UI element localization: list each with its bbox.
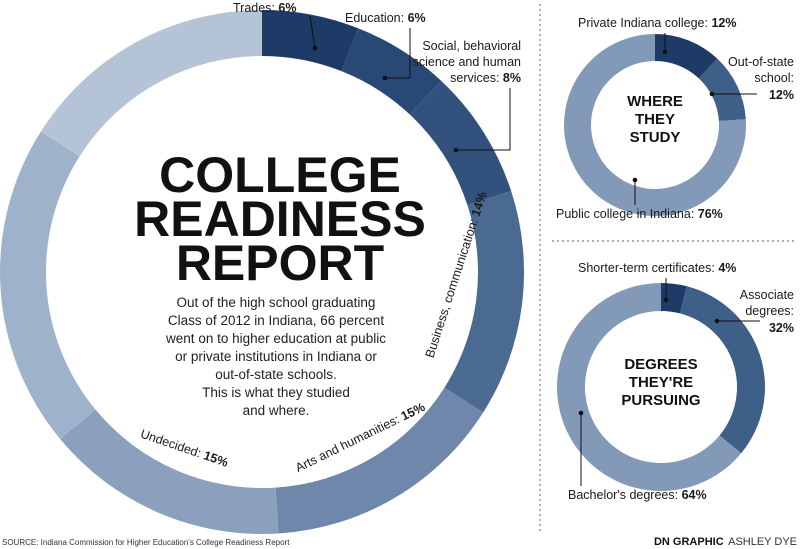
leader-education <box>385 28 411 79</box>
label-private-value: 12% <box>711 16 736 30</box>
leader-social <box>456 88 511 151</box>
intro-line-3: went on to higher education at public <box>165 331 386 346</box>
big-donut-slice-3 <box>409 81 512 206</box>
label-bachelor-name: Bachelor's degrees <box>568 488 675 502</box>
label-associate-value: 32% <box>769 321 794 335</box>
svg-text:Education: 6%: Education: 6% <box>345 11 426 25</box>
leader-dot-associate <box>714 318 720 324</box>
leader-dot-outofstate <box>709 91 715 97</box>
svg-text:services: 8%: services: 8% <box>450 71 521 85</box>
title-line-3: REPORT <box>176 235 384 291</box>
label-undecided-value: 15% <box>202 448 230 469</box>
title-line-2: READINESS <box>134 191 426 247</box>
intro-line-4: or private institutions in Indiana or <box>175 349 377 364</box>
svg-text:Private Indiana college: 12%: Private Indiana college: 12% <box>578 16 736 30</box>
label-out-of-state: Out-of-state school: 12% <box>709 55 794 102</box>
big-donut-slice-5 <box>275 387 484 534</box>
intro-line-5: out-of-state schools. <box>215 367 337 382</box>
label-bachelor-value: 64% <box>682 488 707 502</box>
credit: DN GRAPHIC ASHLEY DYE <box>654 532 797 549</box>
label-undecided-name: Undecided <box>139 427 200 460</box>
svg-text:school:: school: <box>754 71 794 85</box>
intro-line-2: Class of 2012 in Indiana, 66 percent <box>168 313 384 328</box>
label-outofstate-value: 12% <box>769 88 794 102</box>
intro-line-7: and where. <box>243 403 310 418</box>
svg-text:Shorter-term certificates: 4%: Shorter-term certificates: 4% <box>578 261 736 275</box>
big-donut-slice-8 <box>40 10 262 157</box>
intro-line-1: Out of the high school graduating <box>177 295 376 310</box>
label-associate: Associate degrees: 32% <box>714 288 794 335</box>
svg-text:Associate: Associate <box>740 288 794 302</box>
leader-dot-education <box>382 75 388 81</box>
study-title-line-2: THEY <box>635 111 675 128</box>
big-donut-slice-2 <box>341 28 442 115</box>
study-donut-slice-2 <box>698 58 746 121</box>
leader-trades <box>309 15 316 49</box>
intro-line-6: This is what they studied <box>202 385 350 400</box>
label-bachelors: Bachelor's degrees: 64% <box>568 410 707 502</box>
label-social: Social, behavioral science and human ser… <box>413 39 521 153</box>
svg-text:Social, behavioral: Social, behavioral <box>422 39 521 53</box>
label-education-value: 6% <box>408 11 426 25</box>
degrees-donut-slice-3 <box>556 283 742 492</box>
degrees-donut-slice-2 <box>679 286 765 454</box>
big-donut-chart <box>0 10 524 535</box>
svg-text:Public college in Indiana: 76%: Public college in Indiana: 76% <box>556 207 723 221</box>
study-title-line-1: WHERE <box>627 93 683 110</box>
label-cert-value: 4% <box>718 261 736 275</box>
label-social-value: 8% <box>503 71 521 85</box>
label-education: Education: 6% <box>345 11 426 81</box>
label-education-name: Education <box>345 11 401 25</box>
big-donut-slice-1 <box>262 10 359 72</box>
big-donut-slice-7 <box>0 131 96 440</box>
svg-text:Bachelor's degrees: 64%: Bachelor's degrees: 64% <box>568 488 707 502</box>
svg-text:science and human: science and human <box>413 55 521 69</box>
label-public-value: 76% <box>698 207 723 221</box>
leader-dot-public <box>632 177 638 183</box>
leader-dot-trades <box>312 45 318 51</box>
credit-name: ASHLEY DYE <box>728 536 797 548</box>
label-trades-name: Trades <box>233 1 271 15</box>
source-note: SOURCE: Indiana Commission for Higher Ed… <box>2 538 290 547</box>
label-public-name: Public college in Indiana <box>556 207 691 221</box>
degrees-donut <box>556 283 765 492</box>
label-private-indiana: Private Indiana college: 12% <box>578 16 736 55</box>
degrees-donut-slice-1 <box>661 283 687 314</box>
leader-dot-cert <box>663 297 669 303</box>
degrees-title-line-1: DEGREES <box>624 356 697 373</box>
svg-text:degrees:: degrees: <box>745 304 794 318</box>
big-donut-slice-4 <box>444 191 524 413</box>
study-donut-slice-3 <box>564 34 747 217</box>
study-donut-slice-1 <box>655 34 718 79</box>
big-donut-slice-6 <box>60 409 279 535</box>
where-they-study-donut <box>564 34 747 217</box>
degrees-title-line-2: THEY'RE <box>629 374 693 391</box>
svg-text:Out-of-state: Out-of-state <box>728 55 794 69</box>
leader-dot-private <box>662 49 668 55</box>
label-private-name: Private Indiana college <box>578 16 705 30</box>
label-trades-value: 6% <box>278 1 296 15</box>
label-certificates: Shorter-term certificates: 4% <box>578 261 736 303</box>
label-cert-name: Shorter-term certificates <box>578 261 711 275</box>
credit-bold: DN GRAPHIC <box>654 536 724 548</box>
degrees-title-line-3: PURSUING <box>621 392 700 409</box>
study-title-line-3: STUDY <box>630 129 681 146</box>
label-trades: Trades: 6% <box>233 1 318 51</box>
leader-dot-bachelor <box>578 410 584 416</box>
title-line-1: COLLEGE <box>159 147 401 203</box>
svg-text:Trades: 6%: Trades: 6% <box>233 1 296 15</box>
leader-dot-social <box>453 147 459 153</box>
label-public-indiana: Public college in Indiana: 76% <box>556 177 723 221</box>
